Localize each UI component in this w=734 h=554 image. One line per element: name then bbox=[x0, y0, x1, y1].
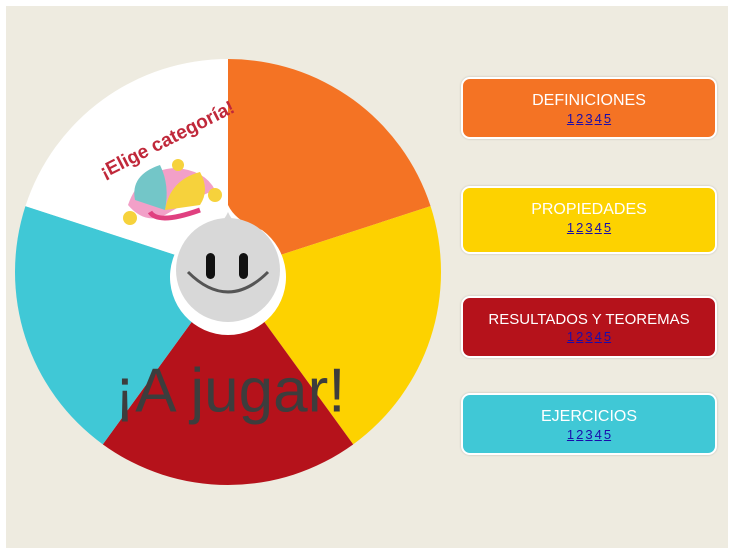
category-title: PROPIEDADES bbox=[463, 201, 715, 219]
center-text: ¡A jugar! bbox=[115, 356, 346, 425]
level-link[interactable]: 1 bbox=[567, 329, 574, 344]
level-link[interactable]: 2 bbox=[576, 427, 583, 442]
category-title: EJERCICIOS bbox=[463, 408, 715, 426]
level-link[interactable]: 1 bbox=[567, 220, 574, 235]
category-title: RESULTADOS Y TEOREMAS bbox=[463, 311, 715, 328]
level-link[interactable]: 2 bbox=[576, 329, 583, 344]
level-link[interactable]: 5 bbox=[604, 427, 611, 442]
level-link[interactable]: 1 bbox=[567, 111, 574, 126]
level-link[interactable]: 3 bbox=[585, 111, 592, 126]
category-title: DEFINICIONES bbox=[463, 92, 715, 110]
level-link[interactable]: 1 bbox=[567, 427, 574, 442]
level-link[interactable]: 4 bbox=[595, 427, 602, 442]
level-link[interactable]: 2 bbox=[576, 220, 583, 235]
level-link[interactable]: 3 bbox=[585, 427, 592, 442]
level-link[interactable]: 5 bbox=[604, 220, 611, 235]
level-link[interactable]: 4 bbox=[595, 220, 602, 235]
level-link[interactable]: 4 bbox=[595, 111, 602, 126]
level-link[interactable]: 5 bbox=[604, 111, 611, 126]
level-link[interactable]: 3 bbox=[585, 220, 592, 235]
level-link[interactable]: 5 bbox=[604, 329, 611, 344]
level-link[interactable]: 3 bbox=[585, 329, 592, 344]
page: ¡Elige categoría! ¡A jugar! DEFINICIONES… bbox=[0, 0, 734, 554]
level-link[interactable]: 4 bbox=[595, 329, 602, 344]
level-link[interactable]: 2 bbox=[576, 111, 583, 126]
